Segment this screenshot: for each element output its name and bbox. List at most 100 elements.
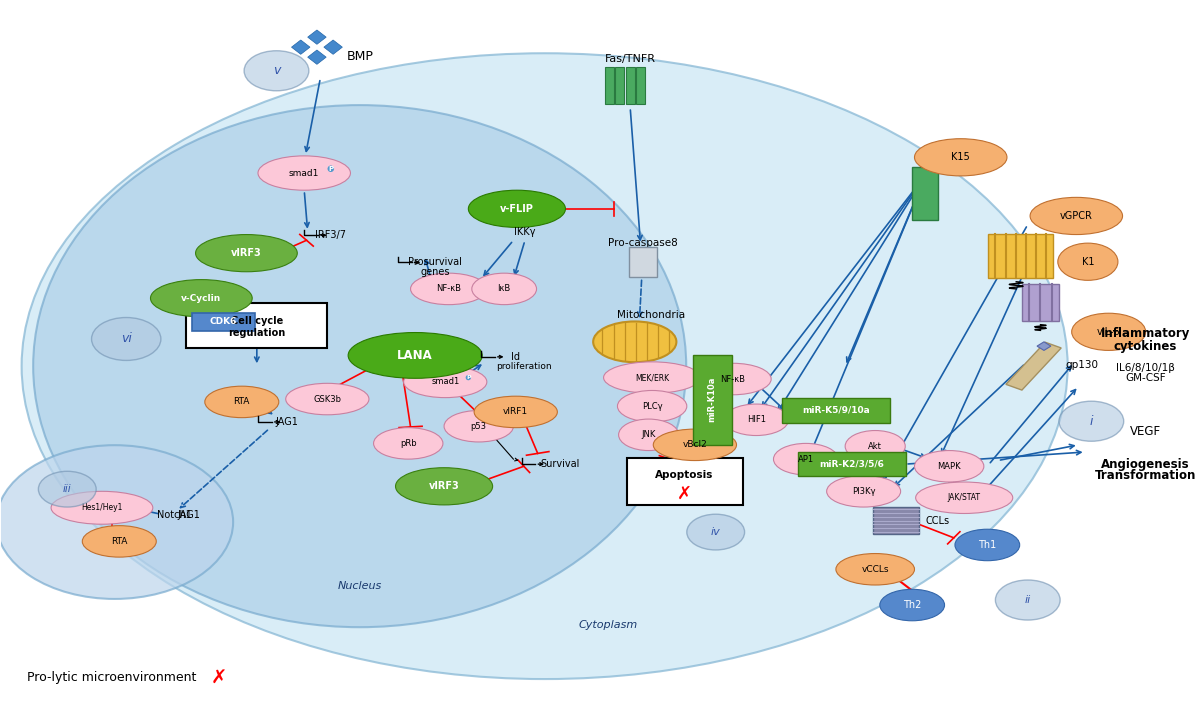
Text: vBcl2: vBcl2 [683,440,707,449]
Text: PLCγ: PLCγ [642,401,662,411]
Text: CDK6: CDK6 [210,317,236,326]
Text: JAG1: JAG1 [276,417,299,427]
Text: BMP: BMP [347,50,373,63]
Text: MEK/ERK: MEK/ERK [635,373,670,382]
Text: vIRF3: vIRF3 [232,248,262,258]
Ellipse shape [1072,313,1146,350]
Ellipse shape [468,190,565,228]
Text: vGPCR: vGPCR [1060,211,1093,221]
Text: vIRF3: vIRF3 [428,481,460,491]
Text: Id: Id [511,352,521,362]
Text: smad1: smad1 [289,169,319,177]
Text: PI3Kγ: PI3Kγ [852,487,875,496]
Text: IRF3/7: IRF3/7 [316,230,347,241]
FancyBboxPatch shape [872,507,919,534]
Text: miR-K5/9/10a: miR-K5/9/10a [802,406,870,415]
Text: Survival: Survival [540,459,580,469]
Ellipse shape [916,482,1013,513]
Text: Fas/TNFR: Fas/TNFR [605,54,655,64]
FancyBboxPatch shape [625,67,635,104]
Text: MAPK: MAPK [937,462,961,471]
FancyBboxPatch shape [186,303,328,348]
Ellipse shape [827,475,901,507]
Ellipse shape [1030,197,1122,235]
Text: iii: iii [62,484,72,494]
Text: gp130: gp130 [1066,360,1098,370]
Text: genes: genes [420,268,450,277]
Text: GM-CSF: GM-CSF [1126,373,1166,383]
Ellipse shape [373,428,443,459]
Text: cytokines: cytokines [1114,340,1177,353]
Circle shape [1058,401,1123,442]
Text: AP1: AP1 [798,454,814,464]
Text: v-Cyclin: v-Cyclin [181,294,222,303]
Ellipse shape [22,53,1068,679]
Text: IκB: IκB [498,284,511,294]
Polygon shape [1037,342,1051,350]
Text: IL6/8/10/1β: IL6/8/10/1β [1116,363,1175,373]
Text: JAK/STAT: JAK/STAT [948,493,980,503]
Text: RTA: RTA [234,398,250,406]
Text: i: i [1090,415,1093,428]
Ellipse shape [836,554,914,585]
Text: Transformation: Transformation [1094,469,1196,482]
Ellipse shape [914,451,984,482]
Ellipse shape [914,139,1007,176]
Text: Notch1: Notch1 [157,510,192,520]
Ellipse shape [286,383,368,415]
Ellipse shape [83,526,156,557]
Circle shape [38,471,96,507]
Ellipse shape [348,332,482,378]
Ellipse shape [845,431,905,462]
Text: v: v [272,65,280,78]
Ellipse shape [955,529,1020,561]
Text: Apoptosis: Apoptosis [655,470,714,480]
FancyBboxPatch shape [626,457,744,505]
Text: proliferation: proliferation [496,362,552,370]
Ellipse shape [444,411,514,442]
Text: Cytoplasm: Cytoplasm [578,620,638,630]
Ellipse shape [396,467,493,505]
Ellipse shape [196,235,298,271]
Text: Mitochondria: Mitochondria [617,309,685,320]
Ellipse shape [695,363,772,395]
Ellipse shape [604,362,701,393]
Text: vi: vi [121,332,132,345]
Text: Th2: Th2 [902,600,922,610]
Text: ii: ii [1025,595,1031,605]
FancyBboxPatch shape [692,355,732,445]
Circle shape [244,51,308,90]
FancyBboxPatch shape [636,67,646,104]
Ellipse shape [1058,243,1118,280]
FancyBboxPatch shape [616,67,624,104]
Text: Nucleus: Nucleus [337,581,382,591]
Text: VEGF: VEGF [1130,426,1162,439]
FancyBboxPatch shape [1022,284,1058,321]
FancyBboxPatch shape [912,167,937,220]
Ellipse shape [724,404,788,436]
Circle shape [996,580,1060,620]
Text: HIF1: HIF1 [746,415,766,424]
Text: JNK: JNK [642,430,656,439]
Text: GSK3b: GSK3b [313,395,341,404]
Text: K15: K15 [952,152,970,162]
Ellipse shape [150,279,252,317]
Ellipse shape [472,273,536,304]
Ellipse shape [52,491,152,524]
Text: K1: K1 [1081,257,1094,266]
Text: vCCLs: vCCLs [862,565,889,574]
Text: LANA: LANA [397,349,433,362]
Ellipse shape [880,589,944,621]
Text: Inflammatory: Inflammatory [1100,327,1190,340]
Ellipse shape [653,429,737,460]
Text: Akt: Akt [869,442,882,451]
Ellipse shape [403,366,487,398]
Ellipse shape [205,386,278,418]
Text: Pro-caspase8: Pro-caspase8 [608,238,678,248]
Text: JAG1: JAG1 [178,510,200,520]
Text: regulation: regulation [228,327,286,337]
Text: NF-κB: NF-κB [720,375,745,383]
Circle shape [91,317,161,360]
Text: Pro-lytic microenvironment: Pro-lytic microenvironment [26,671,196,684]
Text: p53: p53 [470,421,487,431]
